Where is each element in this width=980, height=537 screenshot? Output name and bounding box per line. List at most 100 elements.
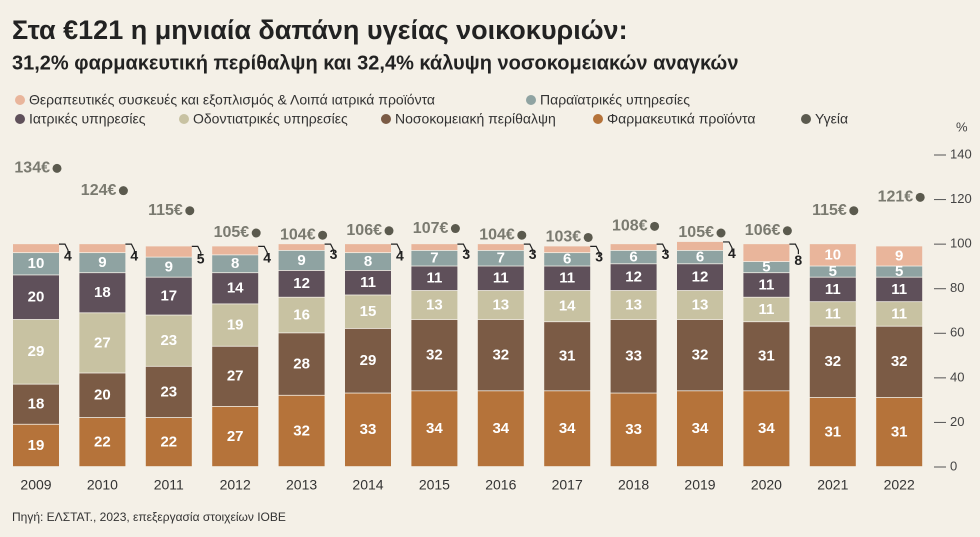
total-dot [118,186,128,196]
bar-segment [145,246,192,257]
value-label: 14 [227,280,244,297]
value-label: 9 [297,252,305,269]
bar-segment [677,241,723,251]
total-label: 106€ [745,222,781,239]
value-label: 11 [360,274,376,291]
value-label: 33 [625,421,642,438]
bar-segment [477,250,524,266]
bar-segment [345,244,391,253]
bar-segment [876,302,923,326]
x-tick-label: 2019 [684,477,715,493]
bar-segment [477,391,524,467]
bar-segment [610,244,657,251]
label-leader [656,243,667,255]
legend-label: Παραϊατρικές υπηρεσίες [540,92,690,108]
label-leader [258,245,268,257]
label-leader [59,243,69,255]
bar-segment [79,373,126,418]
value-label: 16 [293,306,310,323]
x-tick-label: 2009 [20,477,51,493]
value-label: 4 [728,245,736,261]
legend-label: Θεραπευτικές συσκευές και εξοπλισμός & Λ… [29,92,435,108]
bar-segment [13,424,59,467]
value-label: 32 [824,353,841,370]
legend-swatch [593,114,603,124]
legend-swatch [15,95,25,105]
x-tick-label: 2020 [751,477,782,493]
bar-segment [79,417,126,467]
value-label: 32 [293,422,310,439]
bar-segment [477,266,524,291]
bar-segment [13,244,59,253]
value-label: 23 [160,332,177,349]
value-label: 9 [165,259,173,276]
y-tick-label: 100 [950,236,972,251]
bar-segment [876,246,923,266]
bar-segment [610,290,657,320]
value-label: 8 [794,252,802,268]
value-label: 19 [28,437,45,454]
bar-segment [278,270,325,297]
value-label: 13 [692,296,709,313]
bar-segment [13,253,59,275]
x-tick-label: 2022 [884,477,915,493]
value-label: 17 [160,287,177,304]
x-tick-label: 2011 [154,477,184,493]
value-label: 27 [227,428,244,445]
value-label: 27 [227,368,244,385]
bar-segment [743,273,790,297]
value-label: 31 [559,348,576,365]
bar-segment [13,319,59,384]
value-label: 6 [563,251,571,268]
label-leader [125,243,135,255]
bar-segment [809,302,856,326]
bar-segment [677,391,723,467]
bar-segment [544,290,591,322]
y-axis-label: % [956,119,968,134]
label-leader [523,243,534,255]
total-label: 107€ [413,220,449,237]
value-label: 32 [426,347,443,364]
bar-segment [610,393,657,467]
value-label: 12 [692,269,709,286]
bar-segment [278,297,325,333]
y-tick-label: 20 [950,414,964,429]
y-tick-label: 140 [950,146,972,161]
bar-segment [79,313,126,373]
value-label: 4 [263,250,271,266]
bar-segment [278,333,325,395]
value-label: 11 [758,301,774,318]
value-label: 11 [426,270,442,287]
value-label: 10 [28,255,45,272]
value-label: 9 [98,254,106,271]
legend-label: Φαρμακευτικά προϊόντα [607,111,755,127]
bar-segment [79,273,126,313]
total-label: 105€ [678,224,714,241]
x-tick-label: 2014 [352,477,383,493]
bar-segment [544,253,591,266]
total-dot [915,192,925,202]
value-label: 11 [825,305,841,322]
value-label: 34 [692,420,709,437]
bar-segment [876,326,923,398]
value-label: 23 [160,383,177,400]
value-label: 12 [625,269,642,286]
bar-segment [145,257,192,277]
value-label: 12 [293,275,310,292]
total-label: 105€ [214,224,250,241]
label-leader [789,243,799,255]
bar-segment [411,319,458,391]
x-tick-label: 2017 [552,477,583,493]
value-label: 31 [891,423,908,440]
value-label: 4 [130,247,138,263]
value-label: 5 [197,251,205,267]
total-dot [849,206,859,216]
value-label: 11 [891,281,907,298]
legend-label: Νοσοκομειακή περίθαλψη [395,111,556,127]
bar-segment [411,391,458,467]
total-dot [384,226,394,236]
total-dot [716,228,726,238]
legend-swatch [526,95,536,105]
total-dot [450,224,460,234]
total-label: 121€ [878,189,914,206]
